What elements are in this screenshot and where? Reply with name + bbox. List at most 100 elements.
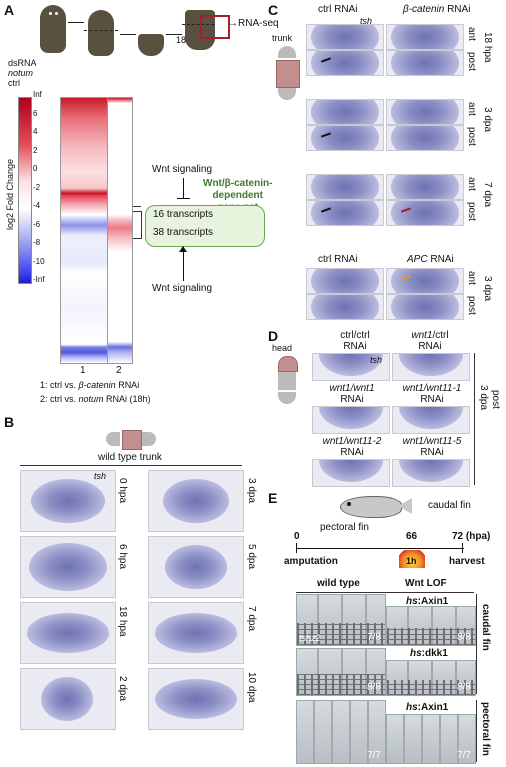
c-post-label: post bbox=[466, 127, 477, 146]
c-img-bcat-post bbox=[386, 50, 464, 76]
b-time-5: 5 dpa bbox=[246, 544, 257, 570]
b-img-0hpa bbox=[20, 470, 116, 532]
e-img-lof-caudal-1: 8/8 bbox=[386, 606, 476, 646]
c-img-bcat-post bbox=[386, 125, 464, 151]
heatmap-col-1 bbox=[60, 97, 108, 364]
wnt-signaling-bottom: Wnt signaling bbox=[152, 283, 213, 294]
pectoral-fin-label: pectoral fin bbox=[320, 522, 369, 533]
b-img-10dpa bbox=[148, 668, 244, 730]
geneset-box bbox=[145, 205, 265, 247]
c-trunk-label: trunk bbox=[272, 33, 293, 43]
hs-axin1-label: hs:Axin1 bbox=[406, 596, 449, 607]
c-post-label: post bbox=[466, 202, 477, 221]
e-img-wt-caudal-1: tshz2 7/8 bbox=[296, 594, 386, 646]
harvest-label: harvest bbox=[449, 556, 485, 567]
d-c1-header: ctrl/ctrl RNAi bbox=[340, 330, 370, 352]
heatmap-tick-label: 0 bbox=[33, 164, 38, 173]
c-post-label: post bbox=[466, 52, 477, 71]
timeline-66: 66 bbox=[406, 531, 418, 542]
c-post-label: post bbox=[466, 296, 477, 315]
heat-shock-label: 1h bbox=[406, 556, 417, 566]
d-c4-header: wnt1/wnt11-1 RNAi bbox=[402, 383, 462, 405]
panel-d-label: D bbox=[268, 328, 279, 344]
c-img-bcat-ant bbox=[386, 174, 464, 200]
c-gene-label: tsh bbox=[360, 16, 373, 26]
heatmap-tick-label: 4 bbox=[33, 127, 38, 136]
b-time-0: 0 hpa bbox=[117, 478, 128, 504]
d-c5-header: wnt1/wnt11-2 RNAi bbox=[322, 436, 382, 458]
c-img-ctrl-ant bbox=[306, 174, 384, 200]
heatmap-col-2 bbox=[107, 97, 133, 364]
geneset-line1: Wnt/β-catenin- bbox=[203, 178, 273, 189]
e-img-lof-caudal-2: 8/8 bbox=[386, 660, 476, 696]
c-img-bcat-ant bbox=[386, 99, 464, 125]
c-img-ctrl-post bbox=[306, 125, 384, 151]
c-ant-label: ant bbox=[466, 102, 477, 116]
panel-e-label: E bbox=[268, 490, 278, 506]
box-16-transcripts: 16 transcripts bbox=[153, 209, 214, 220]
heatmap-ylabel: log2 Fold Change bbox=[5, 158, 15, 230]
wild-type-trunk-title: wild type trunk bbox=[98, 452, 162, 463]
e-img-lof-pectoral: 7/7 bbox=[386, 714, 476, 764]
d-c2-header: wnt1/ctrl RNAi bbox=[411, 330, 449, 352]
c-img-apc-ant bbox=[386, 268, 464, 294]
heatmap-tick-label: -2 bbox=[33, 182, 41, 192]
c-img-ctrl2-ant bbox=[306, 268, 384, 294]
timeline-72: 72 (hpa) bbox=[452, 531, 491, 542]
heatmap-col-label-2: 2 bbox=[116, 365, 122, 376]
b-time-3: 2 dpa bbox=[117, 676, 128, 702]
panel-b-label: B bbox=[4, 414, 15, 430]
d-gene-label: tsh bbox=[370, 355, 383, 365]
e-col-wnt-lof: Wnt LOF bbox=[405, 578, 447, 589]
d-head-label: head bbox=[272, 343, 293, 353]
b-img-3dpa bbox=[148, 470, 244, 532]
b-time-7: 10 dpa bbox=[246, 672, 257, 703]
b-img-18hpa bbox=[20, 602, 116, 664]
time-label: 18h bbox=[176, 35, 192, 45]
b-time-6: 7 dpa bbox=[246, 606, 257, 632]
heatmap-tick-label: Inf bbox=[33, 90, 42, 99]
geneset-line2: dependent bbox=[212, 190, 263, 201]
d-side-post: post bbox=[490, 390, 501, 409]
d-img-wnt11-5 bbox=[392, 459, 470, 487]
rnaseq-label: →RNA-seq bbox=[228, 18, 279, 29]
c-img-ctrl2-post bbox=[306, 294, 384, 320]
d-img-wnt1ctrl bbox=[392, 353, 470, 381]
flame-icon bbox=[399, 550, 425, 568]
panel-c-label: C bbox=[268, 2, 279, 18]
heatmap-tick-label: 6 bbox=[33, 108, 38, 118]
wnt-signaling-top: Wnt signaling bbox=[152, 164, 213, 175]
heatmap-tick-label: -8 bbox=[33, 238, 41, 247]
b-time-1: 6 hpa bbox=[117, 544, 128, 570]
b-time-4: 3 dpa bbox=[246, 478, 257, 504]
side-pectoral-fin: pectoral fin bbox=[480, 702, 491, 756]
b-img-2dpa bbox=[20, 668, 116, 730]
c-ant-label: ant bbox=[466, 177, 477, 191]
b-img-5dpa bbox=[148, 536, 244, 598]
c-img-ctrl-post bbox=[306, 50, 384, 76]
c-row-label: 3 dpa bbox=[482, 107, 493, 133]
tshz2-label: tshz2 bbox=[299, 633, 321, 643]
dsrna-label: dsRNA bbox=[8, 58, 37, 68]
panel-a-label: A bbox=[4, 2, 15, 18]
d-side-3dpa: 3 dpa bbox=[478, 385, 489, 411]
d-img-wnt11-2 bbox=[312, 459, 390, 487]
heatmap-col-label-1: 1 bbox=[80, 365, 86, 376]
c-row-label: 3 dpa bbox=[482, 276, 493, 302]
d-img-wnt1wnt1 bbox=[312, 406, 390, 434]
hs-axin1-pectoral-label: hs:Axin1 bbox=[406, 702, 449, 713]
side-caudal-fin: caudal fin bbox=[480, 604, 491, 651]
d-c6-header: wnt1/wnt11-5 RNAi bbox=[402, 436, 462, 458]
c-col4-header: APC RNAi bbox=[407, 254, 454, 265]
legend-1: 1: ctrl vs. β-catenin RNAi bbox=[40, 380, 140, 390]
box-38-transcripts: 38 transcripts bbox=[153, 227, 214, 238]
c-col3-header: ctrl RNAi bbox=[318, 254, 358, 265]
e-col-wild-type: wild type bbox=[317, 578, 360, 589]
e-img-wt-caudal-2: 8/8 bbox=[296, 648, 386, 696]
c-col1-header: ctrl RNAi bbox=[318, 4, 358, 15]
heatmap-colorbar bbox=[18, 97, 32, 284]
b-gene-label: tsh bbox=[94, 471, 107, 481]
d-img-wnt11-1 bbox=[392, 406, 470, 434]
legend-2: 2: ctrl vs. notum RNAi (18h) bbox=[40, 394, 151, 404]
heatmap-tick-label: 2 bbox=[33, 145, 38, 155]
